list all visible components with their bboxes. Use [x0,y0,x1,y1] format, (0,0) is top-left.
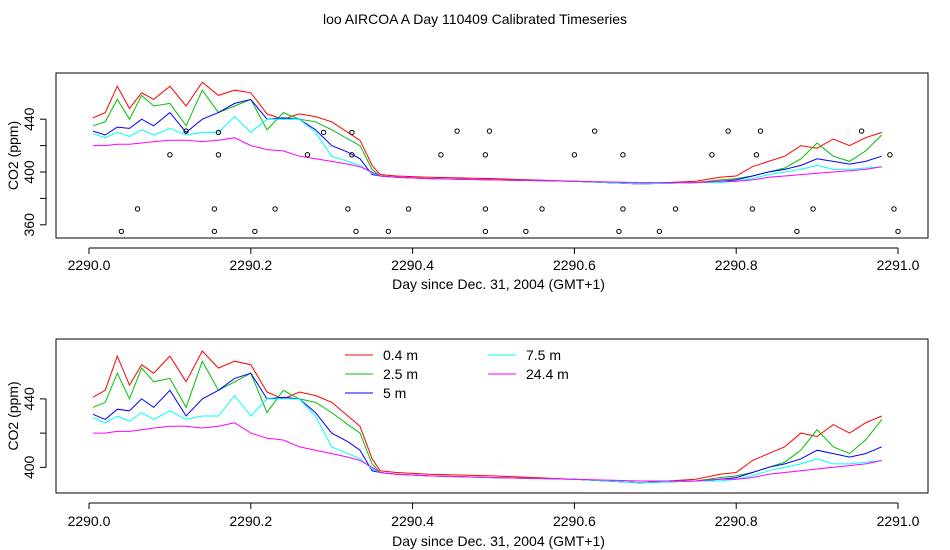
data-point [749,206,756,212]
data-point [482,152,489,158]
x-tick-label: 2291.0 [877,513,920,529]
y-axis-title: CO2 (ppm) [5,121,21,190]
data-point [183,128,189,134]
series-line-7-5-m [92,115,882,185]
y-tick-label: 360 [21,213,37,237]
data-point [620,152,626,158]
data-point [349,152,355,158]
x-tick-label: 2290.0 [68,513,111,529]
legend-label: 5 m [383,385,406,401]
y-axis: 400 440 [21,387,47,479]
x-axis-title: Day since Dec. 31, 2004 (GMT+1) [392,276,605,292]
data-point [438,152,444,158]
series-line-7-5-m [92,394,882,484]
series-line-2-5-m [92,89,883,185]
data-point [345,206,351,212]
x-axis: 2290.0 2290.2 2290.4 2290.6 2290.8 2291.0 [68,502,920,529]
x-tick-label: 2290.4 [391,513,434,529]
chart-panel-1: 2290.0 2290.2 2290.4 2290.6 2290.8 2291.0 Day … [5,72,929,292]
data-point [858,128,865,134]
data-point [215,152,222,158]
series-line-24-4-m [93,422,882,482]
y-tick-label: 400 [21,160,37,184]
data-point [620,206,626,212]
series-line-0-4-m [92,81,882,185]
data-point [482,228,489,235]
x-tick-label: 2290.2 [229,513,272,529]
chart-title: loo AIRCOA A Day 110409 Calibrated Times… [322,11,627,27]
data-point [895,228,901,235]
data-point [656,228,663,235]
data-point [167,152,173,158]
plot-frame [55,338,929,494]
data-point [794,228,800,235]
data-point [349,129,355,136]
y-axis: 360 400 440 [21,107,47,237]
legend: 0.4 m 2.5 m 5 m 7.5 m 24.4 m [345,347,569,401]
y-tick-label: 440 [21,107,37,131]
series-line-5-m [92,372,882,484]
series-line-0-4-m [92,350,882,484]
data-point [571,152,578,158]
scatter-points [118,128,901,235]
data-point [252,228,258,235]
data-point [810,206,816,212]
series-line-2-5-m [92,359,883,484]
series-line-5-m [92,98,882,185]
data-point [523,228,529,235]
legend-label: 2.5 m [383,366,418,382]
data-point [672,206,679,212]
x-tick-label: 2290.2 [229,257,272,273]
data-point [482,206,489,212]
y-tick-label: 440 [21,387,37,411]
data-point [272,206,278,212]
data-point [539,206,545,212]
x-axis: 2290.0 2290.2 2290.4 2290.6 2290.8 2291.0 [68,247,920,273]
data-point [405,206,412,212]
chart-panel-2: 2290.0 2290.2 2290.4 2290.6 2290.8 2291.0 Day … [5,338,929,549]
y-tick-label: 400 [21,455,37,479]
data-point [887,152,893,158]
data-point [454,128,460,134]
plot-frame [55,72,929,239]
data-point [215,129,222,136]
data-point [211,206,218,212]
x-tick-label: 2290.6 [553,257,596,273]
x-tick-label: 2290.8 [715,513,758,529]
data-point [709,152,715,158]
data-point [385,228,392,235]
legend-label: 7.5 m [526,347,561,363]
x-tick-label: 2290.8 [715,257,758,273]
x-tick-label: 2290.0 [68,257,111,273]
x-tick-label: 2291.0 [877,257,920,273]
data-point [725,128,731,134]
data-point [753,152,760,158]
data-point [757,128,764,134]
x-tick-label: 2290.6 [553,513,596,529]
data-point [134,206,141,212]
data-point [211,228,218,235]
x-axis-title: Day since Dec. 31, 2004 (GMT+1) [392,533,605,549]
legend-label: 0.4 m [383,347,418,363]
y-axis-title: CO2 (ppm) [5,381,21,450]
data-point [353,228,359,235]
legend-label: 24.4 m [526,366,569,382]
x-tick-label: 2290.4 [391,257,434,273]
data-point [320,129,327,136]
data-point [486,128,493,134]
data-point [591,128,598,134]
data-point [304,152,311,158]
data-point [891,206,897,212]
data-point [118,228,125,235]
series-line-24-4-m [93,137,882,184]
data-point [616,228,622,235]
